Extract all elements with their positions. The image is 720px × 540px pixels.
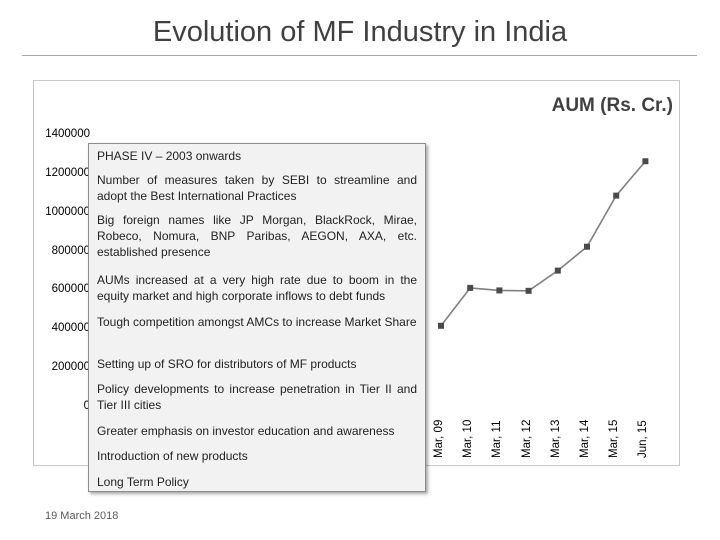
- y-tick-label: 1200000: [45, 166, 90, 179]
- x-tick-label: Mar, 15: [608, 419, 621, 458]
- x-tick-label: Mar, 14: [579, 419, 591, 458]
- aum-series-line: [440, 160, 647, 327]
- chart-title: AUM (Rs. Cr.): [551, 95, 673, 116]
- x-tick-label: Jun, 15: [637, 420, 650, 458]
- x-tick-label: Mar, 12: [520, 419, 533, 458]
- phase-point: Long Term Policy: [97, 475, 189, 489]
- phase-point: Greater emphasis on investor education a…: [97, 424, 395, 438]
- y-tick-label: 400000: [51, 322, 90, 335]
- aum-data-point: [467, 284, 474, 291]
- phase-point: AUMs increased at a very high rate due t…: [97, 273, 417, 303]
- y-tick-label: 1400000: [45, 128, 90, 140]
- x-tick-label: Mar, 13: [549, 419, 562, 458]
- phase-point: Number of measures taken by SEBI to stre…: [97, 173, 417, 203]
- x-tick-label: Mar, 10: [462, 419, 475, 458]
- phase-point: Tough competition amongst AMCs to increa…: [97, 315, 417, 329]
- aum-data-point: [496, 287, 503, 294]
- title-divider: [22, 55, 697, 56]
- phase-heading: PHASE IV – 2003 onwards: [97, 149, 242, 163]
- aum-data-point: [584, 243, 590, 250]
- phase-point: Policy developments to increase penetrat…: [97, 382, 417, 412]
- y-tick-label: 800000: [51, 244, 90, 257]
- phase-point: Introduction of new products: [97, 449, 248, 463]
- x-tick-label: Mar, 09: [433, 419, 445, 458]
- y-tick-label: 1000000: [45, 205, 90, 218]
- slide-title: Evolution of MF Industry in India: [152, 16, 568, 48]
- y-tick-label: 600000: [51, 283, 90, 296]
- aum-data-point: [554, 267, 561, 274]
- phase-point: Big foreign names like JP Morgan, BlackR…: [97, 213, 417, 259]
- slide-date: 19 March 2018: [45, 510, 119, 522]
- aum-data-point: [613, 192, 620, 199]
- aum-data-point: [642, 158, 649, 165]
- y-tick-label: 0: [83, 400, 90, 412]
- phase-point: Setting up of SRO for distributors of MF…: [97, 357, 357, 371]
- aum-data-point: [525, 287, 532, 294]
- phase-iv-callout: PHASE IV – 2003 onwards Number of measur…: [88, 143, 426, 492]
- x-tick-label: Mar, 11: [491, 420, 504, 459]
- y-tick-label: 200000: [51, 361, 90, 374]
- aum-data-point: [438, 322, 444, 329]
